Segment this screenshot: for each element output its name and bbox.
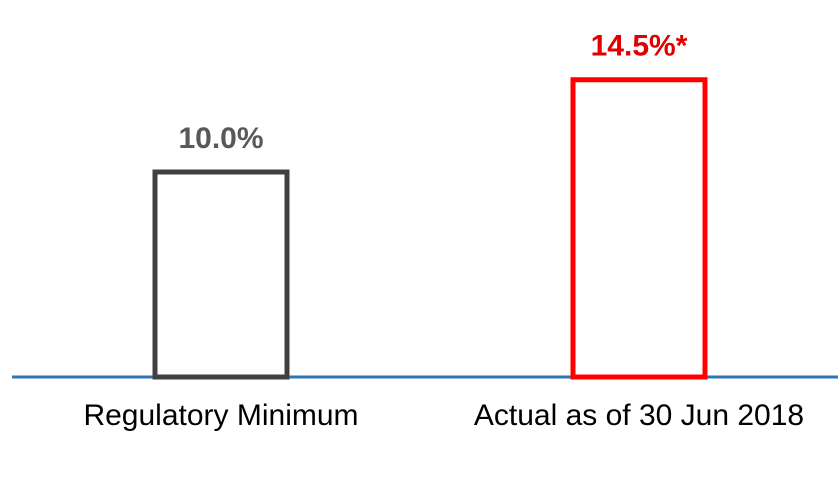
value-label: 14.5%*	[591, 30, 688, 63]
x-tick-label: Actual as of 30 Jun 2018	[473, 399, 805, 432]
value-label: 10.0%	[178, 122, 263, 155]
x-tick-label: Regulatory Minimum	[83, 399, 359, 432]
bar	[570, 77, 708, 380]
bar	[152, 169, 290, 380]
